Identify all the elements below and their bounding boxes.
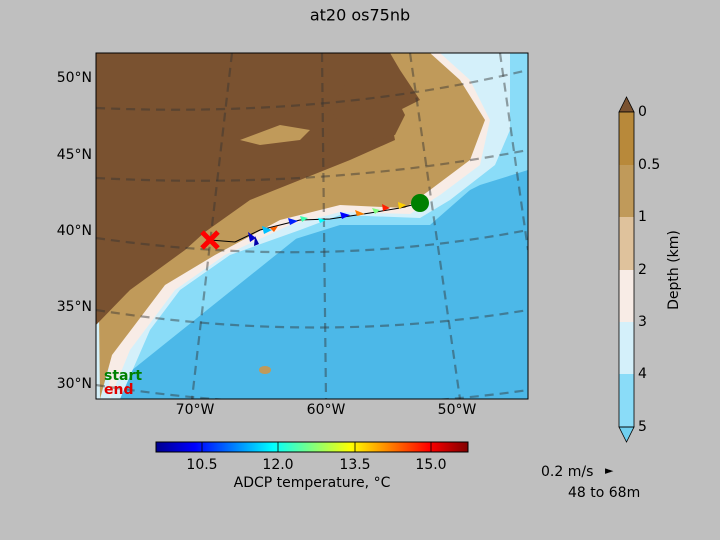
tick-label: 4 xyxy=(638,366,647,382)
newfoundland xyxy=(330,80,405,140)
colorbar xyxy=(155,441,469,453)
adcp-vectors xyxy=(248,202,406,246)
map-frame xyxy=(95,52,529,400)
graticule xyxy=(96,68,528,111)
graticule xyxy=(498,53,528,251)
lat-label: 50°N xyxy=(57,70,92,86)
tick-label: 0.5 xyxy=(638,157,660,173)
lat-label: 35°N xyxy=(57,299,92,315)
graticule xyxy=(96,383,528,399)
end-marker xyxy=(200,230,220,250)
colorbar-label: ADCP temperature, °C xyxy=(234,475,391,491)
lon-labels: 70°W 60°W 50°W xyxy=(176,402,477,418)
depth-colorbar: 0 0.5 1 2 3 4 5 Depth (km) xyxy=(618,96,682,443)
start-marker xyxy=(411,194,429,212)
graticule xyxy=(408,53,462,399)
tick-label: 13.5 xyxy=(339,457,370,473)
speed-label: 0.2 m/s xyxy=(541,464,593,480)
tick-label: 15.0 xyxy=(415,457,446,473)
lat-label: 30°N xyxy=(57,376,92,392)
lon-label: 70°W xyxy=(176,402,215,418)
depth-range: 48 to 68m xyxy=(568,485,640,501)
title: at20 os75nb xyxy=(310,6,410,25)
tick-label: 0 xyxy=(638,104,647,120)
map: start end xyxy=(96,53,528,399)
lat-labels: 50°N 45°N 40°N 35°N 30°N xyxy=(57,70,92,392)
graticule xyxy=(96,228,528,254)
graticule xyxy=(96,148,528,182)
tick-label: 10.5 xyxy=(186,457,217,473)
lat-label: 40°N xyxy=(57,223,92,239)
ship-track xyxy=(209,202,421,243)
graticule xyxy=(320,53,328,399)
colorbar-label: Depth (km) xyxy=(666,230,682,310)
tick-label: 5 xyxy=(638,419,647,435)
lon-label: 50°W xyxy=(438,402,477,418)
temperature-colorbar: 10.5 12.0 13.5 15.0 ADCP temperature, °C xyxy=(155,441,469,491)
tick-label: 3 xyxy=(638,314,647,330)
key-arrow: ► xyxy=(605,464,614,477)
legend-start: start xyxy=(104,368,142,384)
lon-label: 60°W xyxy=(307,402,346,418)
tick-label: 1 xyxy=(638,209,647,225)
gulf xyxy=(240,125,310,145)
graticule xyxy=(96,308,528,329)
tick-label: 12.0 xyxy=(262,457,293,473)
lat-label: 45°N xyxy=(57,147,92,163)
island xyxy=(259,366,271,374)
tick-label: 2 xyxy=(638,262,647,278)
vector-key: 0.2 m/s ► 48 to 68m xyxy=(541,464,640,501)
legend-end: end xyxy=(104,382,133,398)
graticule xyxy=(190,53,234,399)
